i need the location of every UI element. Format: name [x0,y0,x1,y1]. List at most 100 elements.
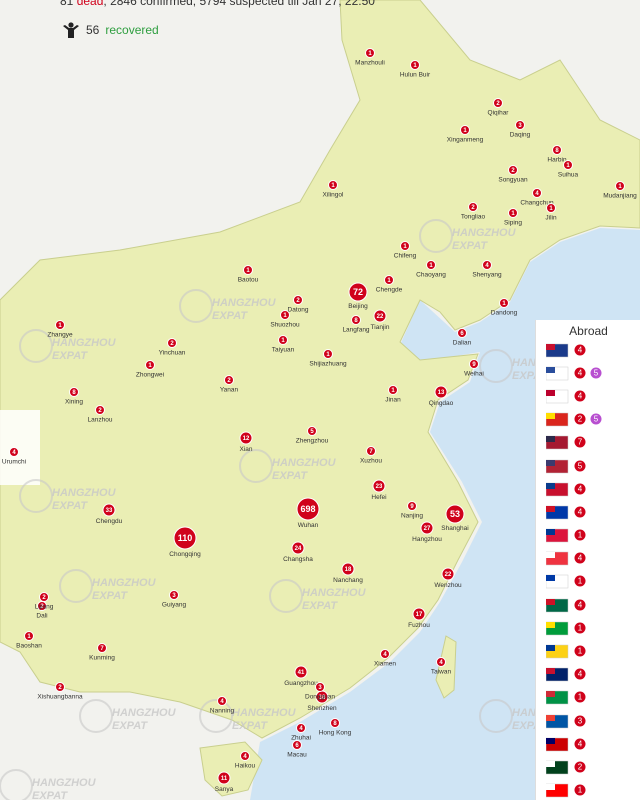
city-name: Changsha [283,556,313,563]
city-marker [508,208,518,218]
city-count: 33 [106,508,113,514]
confirmed-count: 4 [578,484,583,493]
city-marker [315,682,325,692]
watermark-line1: HANGZHOU [52,337,117,349]
city-name: Harbin [547,157,567,164]
city-marker [95,405,105,415]
city-marker [102,503,116,517]
city-marker [420,521,434,535]
city-marker [460,125,470,135]
city-marker [457,328,467,338]
watermark-logo [59,569,93,603]
city-count: 1 [387,278,391,284]
city-marker [9,447,19,457]
recovered-line: 56 recovered [62,22,159,38]
confirmed-count: 7 [578,438,583,447]
city-marker [468,202,478,212]
city-name: Suihua [558,172,579,179]
city-marker [224,375,234,385]
city-count: 2 [496,101,500,107]
city-marker [410,60,420,70]
watermark-logo [479,349,513,383]
confirmed-badge [574,529,586,541]
city-count: 22 [377,314,384,320]
flag-part [546,482,555,489]
watermark-logo [19,479,53,513]
city-name: Shenyang [472,272,502,279]
confirmed-badge [574,784,586,796]
flag-row: 4 [546,598,586,612]
confirmed-badge [574,622,586,634]
city-name: Xiamen [374,661,396,668]
city-marker [167,338,177,348]
city-count: 2 [296,298,300,304]
watermark-line2: EXPAT [52,350,88,362]
city-marker [55,320,65,330]
abroad-panel: Abroad 4454257544141411413421111 [535,320,640,800]
city-count: 6 [460,331,464,337]
city-name: Chengde [376,287,403,294]
city-count: 2 [42,595,46,601]
flag-row: 7 [546,436,586,450]
city-name: Urumchi [2,459,26,466]
recovered-count: 56 [86,23,100,37]
city-marker [240,751,250,761]
city-count: 9 [472,362,476,368]
summary: , 2846 confirmed, 5794 suspected till Ja… [103,0,375,8]
abroad-row: 4 [536,338,640,361]
watermark-logo [79,699,113,733]
flag-row: 4 [546,667,586,682]
confirmed-count: 4 [578,600,583,609]
city-name: Chifeng [394,253,417,260]
city-marker [217,696,227,706]
confirmed-badge [574,413,586,425]
confirmed-count: 4 [578,392,583,401]
city-count: 1 [511,211,515,217]
city-name: Tongliao [461,214,486,221]
city-marker [384,275,394,285]
watermark-line1: HANGZHOU [272,457,337,469]
flag-row: 5 [546,459,586,473]
flag-row: 1 [546,644,586,659]
confirmed-count: 4 [578,368,583,377]
header-line: 81 dead, 2846 confirmed, 5794 suspected … [60,0,375,8]
city-name: Xining [65,399,83,406]
city-marker [563,160,573,170]
flag-row: 1 [546,575,586,589]
city-count: 13 [438,390,445,396]
city-count: 41 [298,670,305,676]
city-marker [515,120,525,130]
city-count: 1 [403,244,407,250]
city-count: 4 [220,699,224,705]
confirmed-count: 1 [578,577,583,586]
confirmed-badge [574,390,586,402]
city-name: Dali [36,613,47,620]
city-marker [24,631,34,641]
watermark-line2: EXPAT [212,310,248,322]
flag-row: 4 [546,737,586,752]
city-marker [39,592,49,602]
city-name: Xian [239,446,252,453]
city-name: Qingdao [429,400,454,407]
city-name: Jilin [545,215,557,222]
city-count: 1 [618,184,622,190]
city-marker [97,643,107,653]
abroad-row: 1 [536,686,640,709]
city-name: Wenzhou [434,582,462,589]
city-count: 8 [354,318,358,324]
city-name: Lanzhou [88,417,113,424]
city-name: Haikou [235,763,256,770]
city-count: 11 [221,776,228,782]
abroad-row: 4 [536,500,640,523]
watermark-line2: EXPAT [232,720,268,732]
suspected-badge [590,367,602,379]
watermark-line2: EXPAT [452,240,488,252]
city-count: 2 [40,604,44,610]
confirmed-count: 3 [578,716,583,725]
city-name: Tianjin [371,324,390,331]
city-count: 6 [295,743,299,749]
flag-row: 3 [546,714,586,728]
watermark-logo [239,449,273,483]
abroad-row: 4 [536,477,640,500]
